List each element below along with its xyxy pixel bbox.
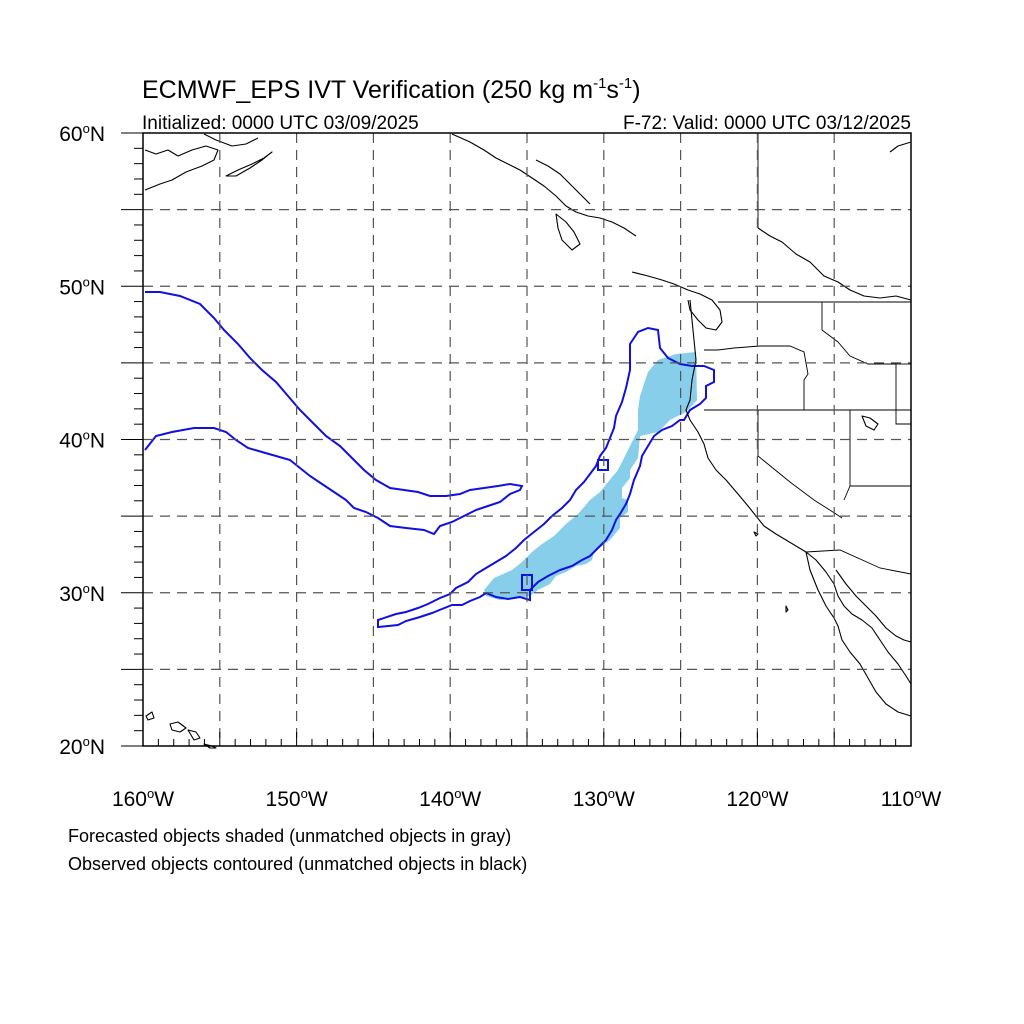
- lat-tick-label: 30oN: [59, 581, 105, 606]
- lon-tick-label: 140oW: [419, 786, 481, 811]
- axis-ticks: [121, 132, 912, 747]
- init-time-label: Initialized: 0000 UTC 03/09/2025: [142, 113, 419, 134]
- lon-tick-label: 130oW: [573, 786, 635, 811]
- lat-tick-label: 40oN: [59, 428, 105, 453]
- lat-tick-label: 20oN: [59, 734, 105, 759]
- latitude-labels: 60oN 50oN 40oN 30oN 20oN: [59, 121, 105, 759]
- coastlines: [144, 133, 912, 749]
- legend-observed-note: Observed objects contoured (unmatched ob…: [68, 854, 527, 874]
- political-borders: [704, 134, 912, 575]
- forecast-object-shaded: [484, 352, 697, 600]
- observed-object-main-contour: [377, 326, 715, 629]
- lat-tick-label: 60oN: [59, 121, 105, 146]
- lon-tick-label: 160oW: [112, 786, 174, 811]
- lat-tick-label: 50oN: [59, 274, 105, 299]
- map-title: ECMWF_EPS IVT Verification (250 kg m-1s-…: [142, 75, 641, 104]
- legend-forecast-note: Forecasted objects shaded (unmatched obj…: [68, 826, 511, 846]
- lon-tick-label: 150oW: [266, 786, 328, 811]
- observed-objects-contours: [144, 291, 715, 629]
- valid-time-label: F-72: Valid: 0000 UTC 03/12/2025: [623, 113, 911, 134]
- lon-tick-label: 110oW: [881, 786, 942, 811]
- graticule-grid: [143, 133, 911, 746]
- lon-tick-label: 120oW: [726, 786, 788, 811]
- longitude-labels: 160oW 150oW 140oW 130oW 120oW 110oW: [112, 786, 942, 811]
- observed-object-northern-contour: [144, 291, 524, 536]
